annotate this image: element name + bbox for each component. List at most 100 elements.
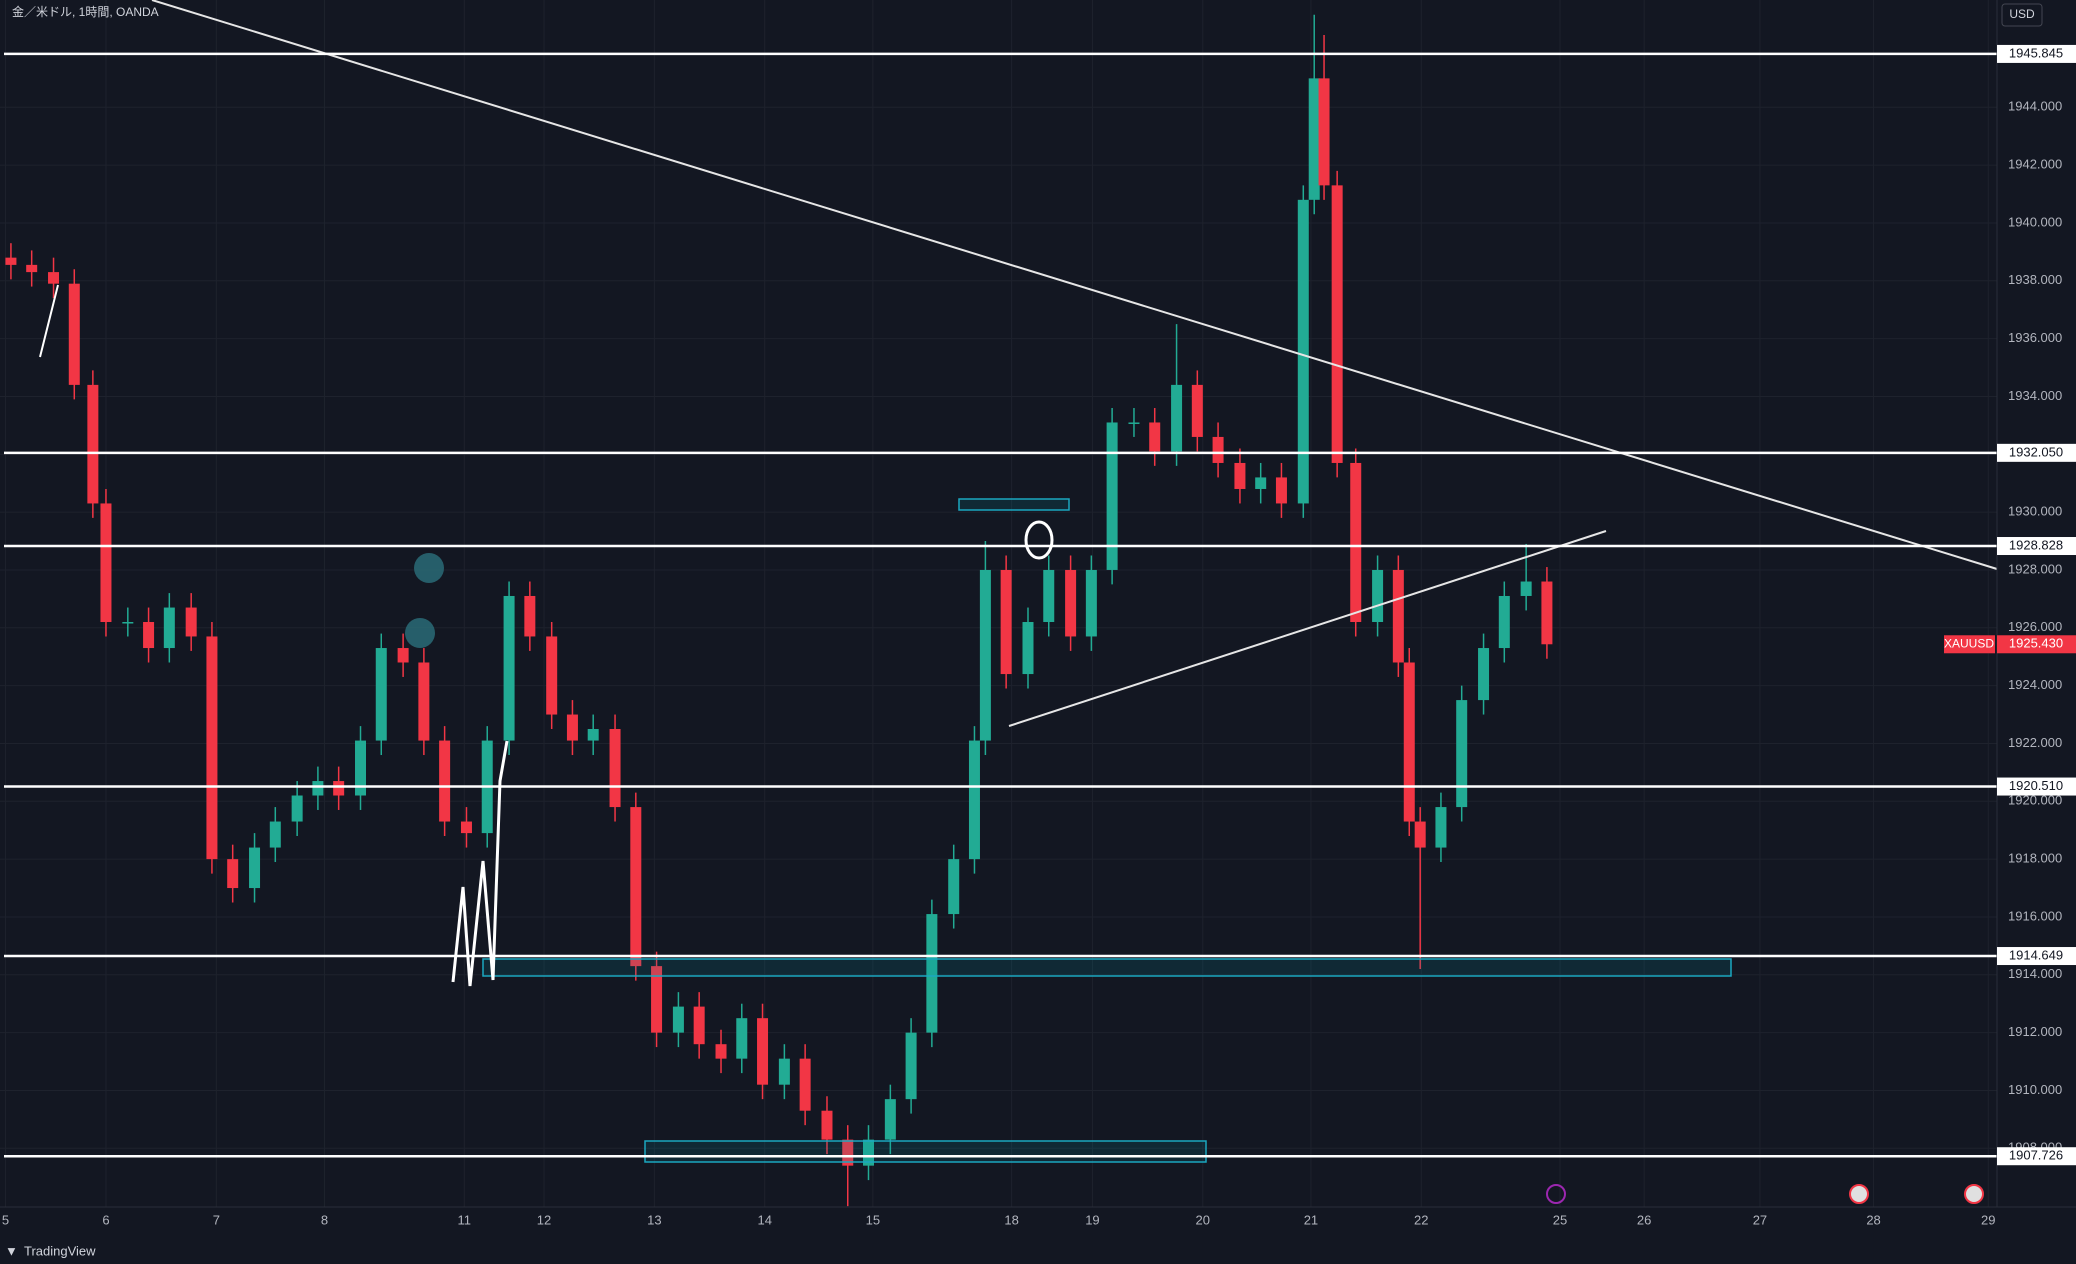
candle-body [1149,422,1161,452]
candle-body [968,740,980,860]
x-tick-label: 8 [321,1212,328,1227]
y-tick-label: 1916.000 [2008,908,2062,923]
x-tick-label: 20 [1196,1212,1210,1227]
y-tick-label: 1942.000 [2008,157,2062,172]
candle-body [630,807,642,967]
event-icon[interactable] [1849,1184,1869,1204]
y-tick-label: 1936.000 [2008,330,2062,345]
candle-body [26,264,38,273]
candle-body [715,1044,727,1059]
level-label: 1920.510 [2009,778,2063,793]
y-tick-label: 1920.000 [2008,793,2062,808]
x-tick-label: 26 [1637,1212,1651,1227]
y-tick-label: 1924.000 [2008,677,2062,692]
candle-body [355,740,367,796]
level-label: 1907.726 [2009,1148,2063,1163]
candle-body [5,257,17,265]
dot-mark [405,618,435,648]
y-tick-label: 1914.000 [2008,966,2062,981]
y-tick-label: 1928.000 [2008,561,2062,576]
candle-body [1255,477,1267,489]
candle-body [68,283,80,385]
y-tick-label: 1940.000 [2008,214,2062,229]
zone-box [958,498,1070,511]
circle-mark [1024,520,1054,560]
candle-body [375,648,387,741]
last-price-label: 1925.430 [2009,636,2063,651]
scribble [39,284,59,358]
candle-body [884,1099,896,1140]
zone-box [482,958,1732,977]
candle-body [1022,622,1034,675]
trendline [151,0,1998,570]
x-tick-label: 29 [1981,1212,1995,1227]
candle-body [736,1018,748,1059]
candles [5,14,1553,1207]
candle-body [1212,436,1224,463]
candle-body [333,781,345,796]
candle-body [1085,569,1097,637]
candle-body [948,859,960,915]
y-tick-label: 1930.000 [2008,504,2062,519]
candle-body [1498,595,1510,649]
candle-body [143,622,155,649]
candle-body [546,636,558,715]
level-label: 1928.828 [2009,537,2063,552]
candle-body [979,569,991,741]
level-label-bg [1997,947,2076,966]
symbol-bg [1944,635,1995,654]
candle-body [1000,569,1012,675]
x-tick-label: 27 [1753,1212,1767,1227]
symbol-label: XAUUSD [1944,636,1994,650]
candle-body [1308,78,1320,200]
brand: TradingView [24,1243,96,1258]
event-icon[interactable] [1546,1184,1566,1204]
event-icon[interactable] [1964,1184,1984,1204]
x-tick-label: 13 [647,1212,661,1227]
candle-body [185,607,197,637]
candle-body [1191,384,1203,437]
candle-body [87,384,99,504]
candle-body [1106,422,1118,570]
x-tick-label: 6 [102,1212,109,1227]
candle-body [1350,462,1362,623]
candle-body [269,821,281,848]
candle-body [206,636,218,860]
level-label-bg [1997,443,2076,462]
candle-body [460,821,472,834]
currency[interactable]: USD [2009,7,2035,21]
x-tick-label: 12 [537,1212,551,1227]
level-label-bg [1997,44,2076,63]
level-label: 1932.050 [2009,444,2063,459]
y-tick-label: 1944.000 [2008,99,2062,114]
candle-body [1392,569,1404,663]
candle-body [1478,648,1490,701]
scribble [451,740,509,987]
candle-body [905,1032,917,1100]
candle-body [842,1139,854,1166]
candle-body [1128,422,1140,424]
candle-body [291,795,303,822]
candle-body [439,740,451,822]
y-tick-label: 1918.000 [2008,851,2062,866]
candle-body [566,714,578,741]
candle-body [862,1139,874,1166]
candle-body [100,503,112,623]
level-label: 1914.649 [2009,947,2063,962]
candle-body [799,1058,811,1111]
candle-body [249,847,261,889]
candle-body [778,1058,790,1085]
candle-body [1520,581,1532,596]
candle-body [48,272,60,284]
x-tick-label: 21 [1304,1212,1318,1227]
currency-button[interactable] [2001,3,2043,27]
candle-body [1372,569,1384,623]
candle-body [418,662,430,741]
candle-body [587,729,599,741]
candle-body [1171,384,1183,452]
x-tick-label: 7 [213,1212,220,1227]
level-label-bg [1997,537,2076,556]
zone-box [644,1140,1207,1163]
